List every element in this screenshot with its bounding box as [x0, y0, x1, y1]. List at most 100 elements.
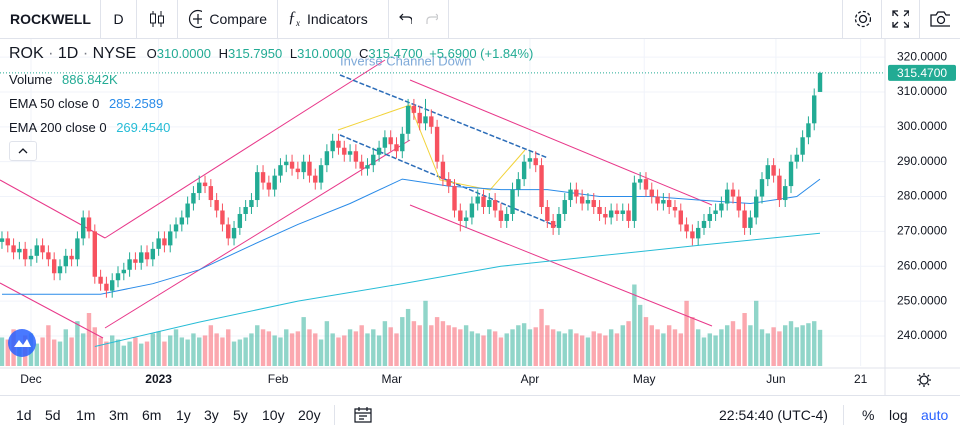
candle-body	[591, 200, 596, 208]
legend-symbol-row: ROK · 1D · NYSE O310.0000 H315.7950 L310…	[9, 45, 534, 62]
range-button[interactable]: 5d	[45, 407, 61, 423]
date-range-icon[interactable]	[354, 406, 372, 424]
chart-type[interactable]	[137, 0, 178, 38]
candle-body	[666, 200, 672, 208]
settings-icon[interactable]	[917, 373, 931, 387]
settings-button[interactable]	[842, 0, 882, 38]
volume-bar	[202, 335, 208, 366]
range-button[interactable]: 3y	[204, 407, 219, 423]
candle-body	[817, 72, 823, 92]
volume-bar	[690, 317, 695, 366]
candle-body	[487, 200, 492, 208]
volume-bar	[788, 321, 794, 366]
candle-body	[144, 252, 150, 260]
last-price-label: 315.4700	[897, 66, 947, 80]
scale-button[interactable]: %	[862, 407, 875, 423]
candle-body	[365, 165, 370, 169]
volume-bar	[243, 337, 248, 366]
candle-body	[730, 189, 736, 197]
y-tick-label: 290.0000	[897, 154, 947, 168]
screenshot-button[interactable]	[920, 0, 960, 38]
candle-body	[266, 182, 272, 190]
undo-icon[interactable]	[399, 13, 412, 25]
x-tick-label: Dec	[20, 372, 41, 386]
range-button[interactable]: 1m	[76, 407, 96, 423]
volume-bar	[179, 337, 185, 366]
collapse-legend-button[interactable]	[9, 141, 37, 161]
symbol[interactable]: ROCKWELL	[0, 0, 101, 38]
range-button[interactable]: 1y	[176, 407, 191, 423]
volume-bar	[139, 343, 144, 366]
candle-body	[104, 283, 109, 291]
y-tick-label: 240.0000	[897, 328, 947, 342]
candle-body	[191, 193, 196, 204]
bottom-toolbar: 1d 5d 1m 3m 6m 1y 3y 5y 10y 20y 22:54:40 (UTC-4)% l…	[0, 395, 960, 433]
candle-body	[11, 245, 16, 253]
compare-button[interactable]: Compare	[178, 0, 278, 38]
legend-value: 315.7950	[228, 46, 283, 61]
volume-bar	[666, 325, 672, 366]
channel-line	[104, 139, 411, 329]
candle-body	[150, 248, 156, 260]
volume-bar	[353, 331, 359, 366]
range-button[interactable]: 10y	[262, 407, 285, 423]
volume-bar	[405, 308, 411, 366]
volume-bar	[423, 300, 428, 366]
candle-body	[382, 137, 388, 148]
range-button[interactable]: 5y	[233, 407, 248, 423]
legend-ema50-row: EMA 50 close 0 285.2589	[9, 96, 163, 111]
candle-body	[504, 213, 509, 221]
x-tick-label: Mar	[382, 372, 403, 386]
volume-bar	[249, 333, 254, 366]
candle-body	[777, 175, 782, 201]
volume-bar	[649, 325, 654, 366]
candle-body	[417, 112, 422, 124]
candle-body	[347, 151, 353, 155]
volume-bar	[382, 321, 388, 366]
volume-bar	[678, 333, 683, 366]
volume-bar	[742, 313, 747, 366]
candle-body	[626, 210, 631, 221]
candle-body	[765, 165, 771, 180]
clock: 22:54:40 (UTC-4)	[719, 407, 828, 423]
volume-bar	[347, 329, 353, 366]
scale-button[interactable]: auto	[921, 407, 949, 423]
separator	[334, 405, 335, 425]
candle-body	[429, 116, 434, 127]
range-button[interactable]: 20y	[298, 407, 321, 423]
candle-body	[533, 158, 538, 166]
interval[interactable]: D	[101, 0, 137, 38]
volume-bar	[759, 329, 765, 366]
candle-body	[643, 179, 649, 190]
volume-bars	[0, 284, 823, 366]
range-button[interactable]: 3m	[109, 407, 129, 423]
indicators-button[interactable]: ƒx Indicators	[278, 0, 389, 38]
candle-body	[168, 231, 173, 246]
legend-label: Volume	[9, 72, 53, 87]
volume-bar	[365, 333, 370, 366]
volume-bar	[5, 339, 10, 366]
candle-body	[376, 147, 382, 155]
candle-body	[359, 161, 364, 169]
candle-body	[521, 161, 527, 180]
volume-bar	[150, 333, 156, 366]
range-button[interactable]: 6m	[142, 407, 162, 423]
candle-body	[307, 161, 312, 176]
volume-bar	[289, 333, 295, 366]
y-tick-label: 280.0000	[897, 189, 947, 203]
candle-body	[34, 245, 39, 256]
volume-bar	[0, 337, 5, 366]
candle-body	[661, 200, 666, 204]
x-tick-label: Jun	[766, 372, 785, 386]
zigzag	[337, 104, 526, 191]
fullscreen-button[interactable]	[882, 0, 920, 38]
range-button[interactable]: 1d	[16, 407, 32, 423]
redo-icon[interactable]	[425, 13, 439, 25]
volume-bar	[527, 329, 533, 366]
volume-bar	[295, 331, 301, 366]
volume-bar	[713, 335, 718, 366]
volume-bar	[342, 335, 347, 366]
volume-bar	[191, 333, 196, 366]
scale-button[interactable]: log	[889, 407, 908, 423]
inverse-channel-line	[339, 134, 557, 227]
